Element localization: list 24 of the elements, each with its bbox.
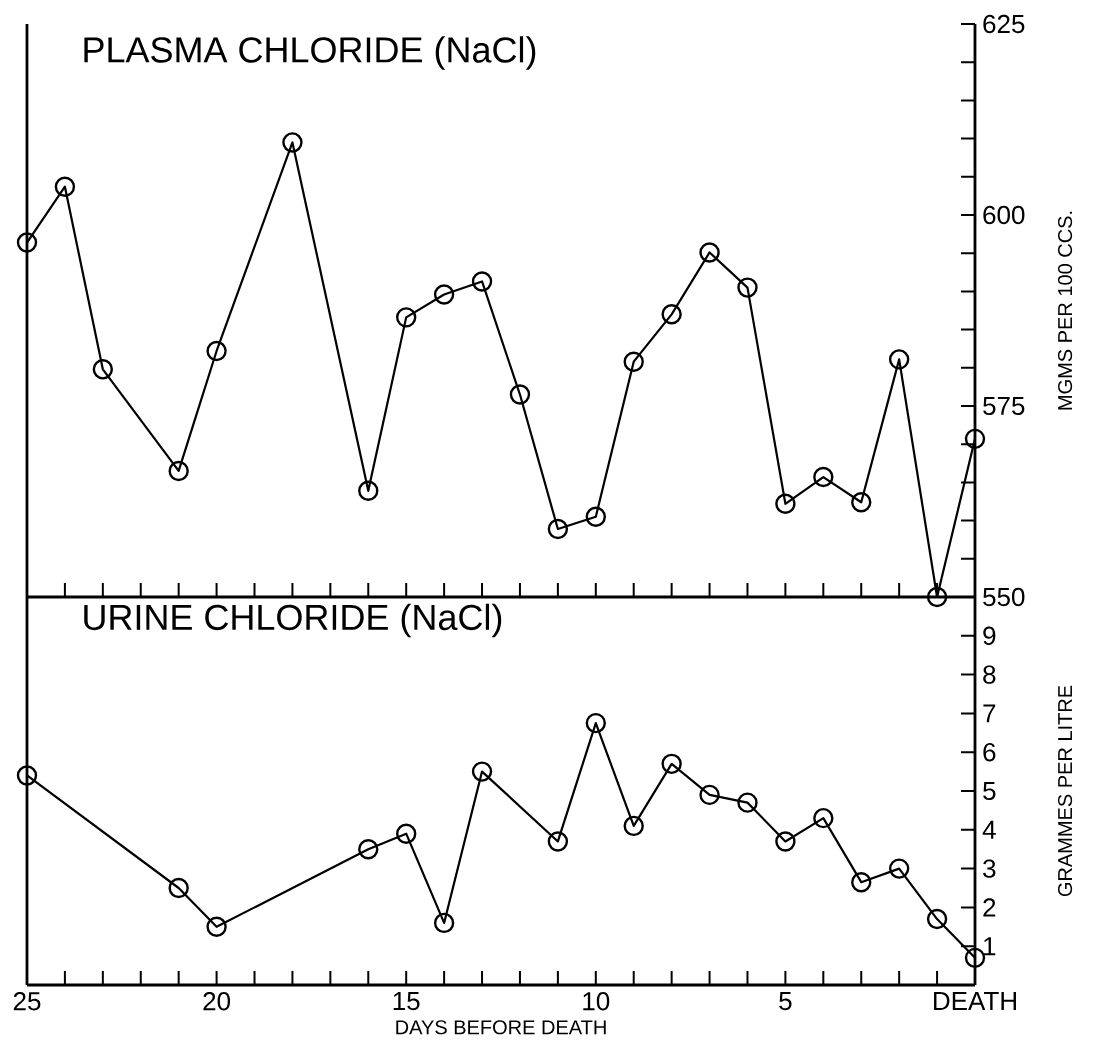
y-tick-label: 8 xyxy=(983,665,996,684)
y-tick-label: 5 xyxy=(983,781,996,801)
y-tick-label: 3 xyxy=(983,859,996,878)
chart-title: PLASMA CHLORIDE (NaCl) xyxy=(84,36,536,70)
y-tick-label: 575 xyxy=(983,396,1025,416)
y-tick-label: 625 xyxy=(983,14,1025,34)
y-axis-title: GRAMMES PER LITRE xyxy=(1057,685,1073,897)
x-tick-label: 20 xyxy=(203,992,231,1011)
y-tick-label: 600 xyxy=(983,205,1025,225)
x-tick-label: 5 xyxy=(779,992,792,1011)
y-tick-label: 6 xyxy=(983,742,996,762)
x-tick-label: 15 xyxy=(393,992,420,1011)
x-tick-label: DEATH xyxy=(934,992,1016,1010)
chart-title: URINE CHLORIDE (NaCl) xyxy=(84,603,502,638)
y-tick-label: 7 xyxy=(983,704,996,723)
y-tick-label: 9 xyxy=(983,626,996,645)
y-tick-label: 4 xyxy=(982,820,996,839)
x-tick-label: 25 xyxy=(13,992,41,1011)
y-tick-label: 2 xyxy=(983,898,996,917)
x-tick-label: 10 xyxy=(583,992,610,1011)
x-axis-title: DAYS BEFORE DEATH xyxy=(396,1020,606,1035)
y-axis-title: MGMS PER 100 CCS. xyxy=(1057,211,1073,410)
y-tick-label: 1 xyxy=(984,937,996,956)
y-tick-label: 550 xyxy=(983,587,1025,607)
